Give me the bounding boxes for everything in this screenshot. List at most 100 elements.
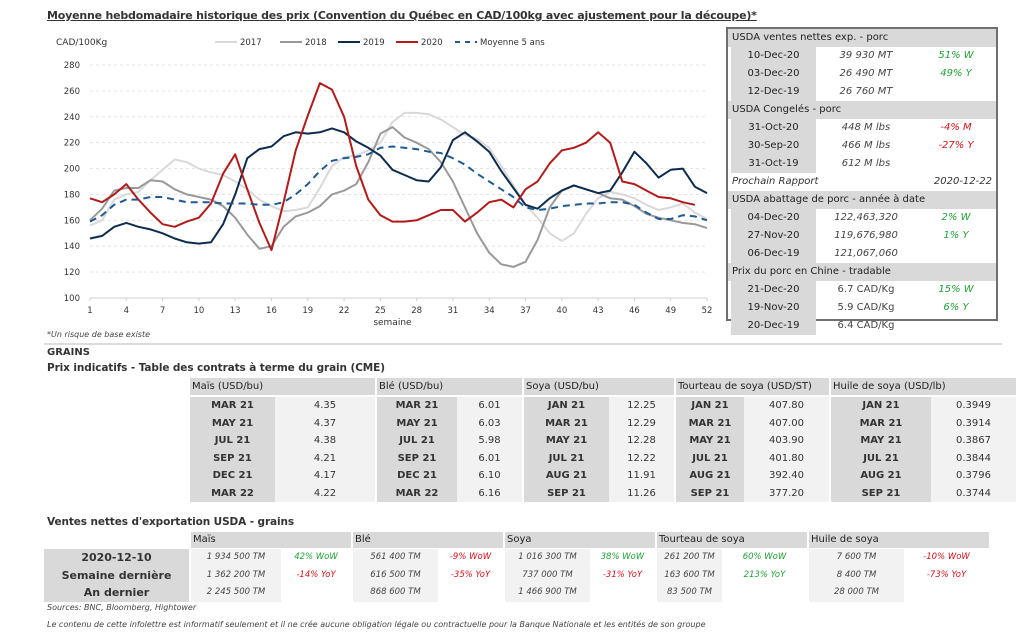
panel-change: [916, 317, 996, 335]
x-axis-label: semaine: [373, 318, 412, 328]
export-volume: 1 362 200 TM: [191, 566, 281, 584]
export-volume: 7 600 TM: [809, 549, 904, 567]
export-group-header: Huile de soya: [809, 532, 989, 548]
x-tick-label: 25: [375, 306, 386, 316]
export-change: 38% WoW: [600, 552, 645, 562]
export-change: 213% YoY: [743, 569, 786, 580]
x-tick-label: 4: [124, 306, 129, 316]
futures-table-title: Prix indicatifs - Table des contrats à t…: [47, 362, 385, 374]
export-row: 561 400 TM -9% WoW: [353, 549, 503, 567]
contract-month: SEP 21: [377, 449, 457, 467]
contract-month: MAR 22: [190, 484, 275, 502]
futures-row: DEC 21 4.17: [190, 467, 375, 485]
panel-value: 6.7 CAD/Kg: [837, 284, 895, 295]
contract-month: MAY 21: [676, 432, 744, 450]
series-line-2018: [89, 126, 708, 268]
export-row: 1 362 200 TM -14% YoY: [191, 566, 351, 584]
panel-change: 1% Y: [943, 230, 969, 241]
panel-change: 6% Y: [943, 302, 969, 313]
panel-value: 26 490 MT: [839, 68, 893, 79]
contract-month: MAR 21: [377, 397, 457, 415]
export-change: -9% WoW: [449, 552, 492, 562]
export-volume: 2 245 500 TM: [191, 584, 281, 602]
contract-month: JUL 21: [676, 449, 744, 467]
export-volume: 561 400 TM: [353, 549, 438, 567]
x-tick-label: 46: [629, 306, 640, 316]
x-tick-label: 49: [665, 306, 676, 316]
panel-row: 12-Dec-19 26 760 MT: [728, 83, 996, 101]
contract-month: SEP 21: [190, 449, 275, 467]
contract-month: JAN 21: [676, 397, 744, 415]
export-volume: 616 500 TM: [353, 566, 438, 584]
contract-month: AUG 21: [831, 467, 931, 485]
panel-row: 30-Sep-20 466 M lbs -27% Y: [728, 137, 996, 155]
export-volume: 83 500 TM: [657, 584, 722, 602]
contract-month: JUL 21: [377, 432, 457, 450]
export-change: -10% WoW: [923, 552, 970, 562]
export-row: 1 466 900 TM: [505, 584, 655, 602]
panel-change: 49% Y: [940, 68, 972, 79]
contract-month: SEP 21: [676, 484, 744, 502]
panel-value: 612 M lbs: [841, 158, 891, 169]
contract-month: DEC 21: [190, 467, 275, 485]
futures-group: Tourteau de soya (USD/ST) JAN 21 407.80 MAR…: [676, 378, 829, 502]
contract-price: 6.16: [457, 484, 522, 502]
contract-price: 401.80: [744, 449, 829, 467]
sources-note: Sources: BNC, Bloomberg, Hightower: [47, 603, 197, 612]
export-row: 1 934 500 TM 42% WoW: [191, 549, 351, 567]
panel-row: 20-Dec-19 6.4 CAD/Kg: [728, 317, 996, 335]
futures-group: Blé (USD/bu) MAR 21 6.01 MAY 21 6.03 JUL 21 5.…: [377, 378, 522, 502]
panel-row: 03-Dec-20 26 490 MT 49% Y: [728, 65, 996, 83]
export-row: 7 600 TM -10% WoW: [809, 549, 989, 567]
panel-value: 119,676,980: [834, 230, 898, 241]
section-divider: [44, 343, 1002, 345]
panel-row: 31-Oct-20 448 M lbs -4% M: [728, 119, 996, 137]
contract-price: 4.17: [275, 467, 375, 485]
export-row: 616 500 TM -35% YoY: [353, 566, 503, 584]
disclaimer-note: Le contenu de cette infolettre est infor…: [47, 620, 706, 629]
contract-price: 5.98: [457, 432, 522, 450]
y-tick-label: 240: [64, 113, 80, 123]
futures-row: MAY 21 6.03: [377, 414, 522, 432]
panel-change: 51% W: [938, 50, 974, 61]
futures-row: MAR 21 4.35: [190, 397, 375, 415]
export-row: 8 400 TM -73% YoY: [809, 566, 989, 584]
futures-row: SEP 21 4.21: [190, 449, 375, 467]
legend-label: 2019: [363, 38, 385, 48]
series-line-2019: [89, 127, 708, 245]
legend-label: Moyenne 5 ans: [480, 38, 545, 48]
export-group-header: Maïs: [191, 532, 351, 548]
price-line-chart: CAD/100Kg1001201401601802002202402602801…: [56, 38, 712, 328]
panel-row: 04-Dec-20 122,463,320 2% W: [728, 209, 996, 227]
chart-title: Moyenne hebdomadaire historique des prix…: [47, 9, 757, 22]
contract-price: 4.38: [275, 432, 375, 450]
futures-row: DEC 21 6.10: [377, 467, 522, 485]
next-report-date: 2020-12-22: [933, 176, 992, 187]
contract-price: 377.20: [744, 484, 829, 502]
export-change: [281, 584, 351, 602]
contract-month: SEP 21: [524, 484, 609, 502]
contract-price: 0.3914: [931, 414, 1016, 432]
futures-row: MAY 21 4.37: [190, 414, 375, 432]
contract-month: SEP 21: [831, 484, 931, 502]
contract-month: MAY 21: [377, 414, 457, 432]
panel-section-header: Prix du porc en Chine - tradable: [728, 263, 996, 281]
futures-group-header: Blé (USD/bu): [377, 378, 522, 395]
panel-date: 06-Dec-19: [731, 245, 816, 263]
futures-row: JUL 21 5.98: [377, 432, 522, 450]
export-group: Blé 561 400 TM -9% WoW 616 500 TM -35% YoY 86…: [353, 532, 503, 602]
export-row-label: An dernier: [44, 584, 189, 602]
futures-row: JUL 21 4.38: [190, 432, 375, 450]
contract-price: 6.10: [457, 467, 522, 485]
panel-section-header: USDA abattage de porc - année à date: [728, 191, 996, 209]
contract-month: MAR 22: [377, 484, 457, 502]
panel-row: 10-Dec-20 39 930 MT 51% W: [728, 47, 996, 65]
y-tick-label: 140: [64, 242, 80, 252]
panel-date: 03-Dec-20: [731, 65, 816, 83]
contract-month: MAR 21: [190, 397, 275, 415]
contract-price: 407.80: [744, 397, 829, 415]
export-group: Soya 1 016 300 TM 38% WoW 737 000 TM -31% Yo…: [505, 532, 655, 602]
contract-month: DEC 21: [377, 467, 457, 485]
panel-date: 31-Oct-20: [731, 119, 816, 137]
export-row: 163 600 TM 213% YoY: [657, 566, 807, 584]
